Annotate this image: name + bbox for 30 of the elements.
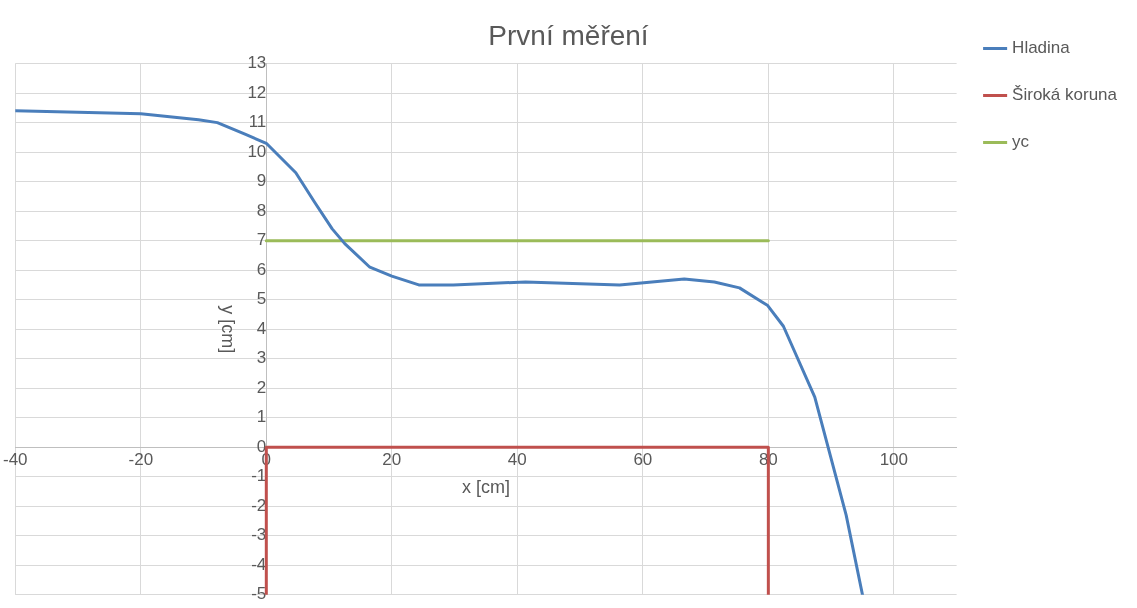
legend-label: yc <box>1012 132 1030 152</box>
x-axis-title: x [cm] <box>461 477 510 498</box>
y-tick-label: 2 <box>256 377 267 397</box>
x-tick-label: -40 <box>3 450 28 470</box>
y-tick-label: -5 <box>251 584 267 604</box>
y-tick-label: 8 <box>256 200 267 220</box>
y-axis-title: y [cm] <box>217 305 238 354</box>
y-tick-label: 4 <box>256 318 267 338</box>
x-tick-label: 40 <box>507 450 527 470</box>
y-tick-label: -2 <box>251 495 267 515</box>
y-tick-label: 1 <box>256 407 267 427</box>
y-tick-label: -3 <box>251 525 267 545</box>
chart-title: První měření <box>488 19 649 51</box>
legend-label: Hladina <box>1012 38 1071 58</box>
y-tick-label: 5 <box>256 289 267 309</box>
y-tick-label: 6 <box>256 259 267 279</box>
y-tick-label: -4 <box>251 554 267 574</box>
y-tick-label: 10 <box>247 141 267 161</box>
x-tick-label: 60 <box>633 450 653 470</box>
y-tick-label: -1 <box>251 466 267 486</box>
y-tick-label: 9 <box>256 171 267 191</box>
y-tick-label: 13 <box>247 53 267 73</box>
x-tick-label: 100 <box>879 450 909 470</box>
x-tick-label: -20 <box>128 450 154 470</box>
legend-label: Široká koruna <box>1012 85 1118 105</box>
y-tick-label: 7 <box>256 230 267 250</box>
x-tick-label: 20 <box>382 450 402 470</box>
y-tick-label: 12 <box>247 82 267 102</box>
y-tick-label: 11 <box>248 112 267 132</box>
y-tick-label: 3 <box>256 348 267 368</box>
